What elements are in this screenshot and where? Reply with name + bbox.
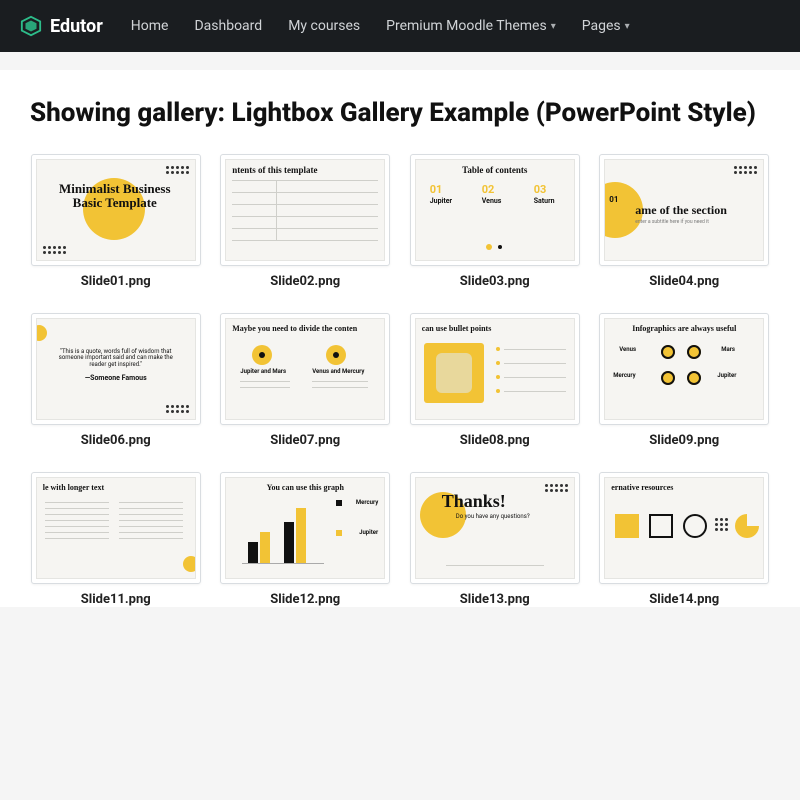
toc-label: Jupiter <box>430 198 452 205</box>
caption: Slide04.png <box>649 274 719 289</box>
nav-label: Premium Moodle Themes <box>386 18 547 34</box>
slide-sub: enter a subtitle here if you need it <box>635 220 709 225</box>
gallery-item[interactable]: ntents of this template Slide02.png <box>220 154 392 289</box>
nav-item-my-courses[interactable]: My courses <box>288 18 360 34</box>
nav-item-premium-themes[interactable]: Premium Moodle Themes ▾ <box>386 18 556 34</box>
info-label: Venus <box>619 347 636 353</box>
nav-label: Pages <box>582 18 621 34</box>
thumbnail: can use bullet points <box>410 313 580 425</box>
caption: Slide01.png <box>81 274 151 289</box>
thumbnail: Thanks! Do you have any questions? <box>410 472 580 584</box>
brand-name: Edutor <box>50 16 103 37</box>
slide-title: Minimalist Business Basic Template <box>55 182 175 209</box>
nav-label: My courses <box>288 18 360 34</box>
slide-heading: ernative resources <box>611 484 673 492</box>
nav-item-dashboard[interactable]: Dashboard <box>194 18 262 34</box>
gallery-item[interactable]: Infographics are always useful Venus Mar… <box>599 313 771 448</box>
thumbnail: Infographics are always useful Venus Mar… <box>599 313 769 425</box>
nav-items: Home Dashboard My courses Premium Moodle… <box>131 18 630 34</box>
page-title: Showing gallery: Lightbox Gallery Exampl… <box>30 98 770 128</box>
slide-heading: Infographics are always useful <box>605 325 763 333</box>
legend-label: Mercury <box>356 500 378 506</box>
col-title: Venus and Mercury <box>312 369 364 375</box>
caption: Slide11.png <box>81 592 151 607</box>
thumbnail: le with longer text <box>31 472 201 584</box>
navbar: Edutor Home Dashboard My courses Premium… <box>0 0 800 52</box>
gallery-item[interactable]: can use bullet points Slide08.png <box>409 313 581 448</box>
slide-heading: ntents of this template <box>232 166 317 175</box>
thumbnail: ernative resources <box>599 472 769 584</box>
quote-text: "This is a quote, words full of wisdom t… <box>51 349 181 368</box>
slide-heading: Thanks! <box>442 492 506 511</box>
caption: Slide09.png <box>649 433 719 448</box>
section-num: 01 <box>609 196 618 204</box>
thumbnail: "This is a quote, words full of wisdom t… <box>31 313 201 425</box>
toc-num: 02 <box>482 184 495 196</box>
col-title: Jupiter and Mars <box>240 369 286 375</box>
slide-heading: ame of the section <box>635 204 727 217</box>
gallery-item[interactable]: 01 ame of the section enter a subtitle h… <box>599 154 771 289</box>
toc-label: Venus <box>482 198 502 205</box>
quote-author: —Someone Famous <box>37 375 195 382</box>
thumbnail: 01 ame of the section enter a subtitle h… <box>599 154 769 266</box>
legend-label: Jupiter <box>359 530 378 536</box>
toc-label: Saturn <box>534 198 555 205</box>
gallery-item[interactable]: Table of contents 01 Jupiter 02 Venus 03… <box>409 154 581 289</box>
caption: Slide02.png <box>270 274 340 289</box>
thumbnail: ntents of this template <box>220 154 390 266</box>
gallery-item[interactable]: Maybe you need to divide the conten Jupi… <box>220 313 392 448</box>
toc-num: 01 <box>430 184 443 196</box>
nav-label: Dashboard <box>194 18 262 34</box>
caption: Slide07.png <box>270 433 340 448</box>
slide-heading: can use bullet points <box>422 325 492 333</box>
brand[interactable]: Edutor <box>20 15 103 37</box>
caption: Slide14.png <box>649 592 719 607</box>
nav-item-home[interactable]: Home <box>131 18 169 34</box>
page: Showing gallery: Lightbox Gallery Exampl… <box>0 70 800 607</box>
nav-label: Home <box>131 18 169 34</box>
gallery-item[interactable]: "This is a quote, words full of wisdom t… <box>30 313 202 448</box>
nav-item-pages[interactable]: Pages ▾ <box>582 18 630 34</box>
chevron-down-icon: ▾ <box>625 21 630 32</box>
slide-heading: Maybe you need to divide the conten <box>232 325 357 333</box>
gallery-item[interactable]: le with longer text <box>30 472 202 607</box>
info-label: Mercury <box>613 373 635 379</box>
chevron-down-icon: ▾ <box>551 21 556 32</box>
thumbnail: You can use this graph Mercury Jupiter <box>220 472 390 584</box>
thumbnail: Minimalist Business Basic Template <box>31 154 201 266</box>
caption: Slide03.png <box>460 274 530 289</box>
toc-num: 03 <box>534 184 547 196</box>
gallery-item[interactable]: ernative resources Slide14.png <box>599 472 771 607</box>
slide-heading: Table of contents <box>416 166 574 175</box>
slide-sub: Do you have any questions? <box>456 514 530 520</box>
gallery-grid: Minimalist Business Basic Template Slide… <box>30 154 770 607</box>
caption: Slide08.png <box>460 433 530 448</box>
caption: Slide06.png <box>81 433 151 448</box>
slide-heading: le with longer text <box>43 484 104 492</box>
slide-heading: You can use this graph <box>226 484 384 492</box>
info-label: Jupiter <box>717 373 736 379</box>
thumbnail: Maybe you need to divide the conten Jupi… <box>220 313 390 425</box>
gallery-item[interactable]: You can use this graph Mercury Jupiter S… <box>220 472 392 607</box>
gallery-item[interactable]: Thanks! Do you have any questions? Slide… <box>409 472 581 607</box>
caption: Slide13.png <box>460 592 530 607</box>
caption: Slide12.png <box>270 592 340 607</box>
thumbnail: Table of contents 01 Jupiter 02 Venus 03… <box>410 154 580 266</box>
gallery-item[interactable]: Minimalist Business Basic Template Slide… <box>30 154 202 289</box>
brand-logo-icon <box>20 15 42 37</box>
info-label: Mars <box>721 347 735 353</box>
